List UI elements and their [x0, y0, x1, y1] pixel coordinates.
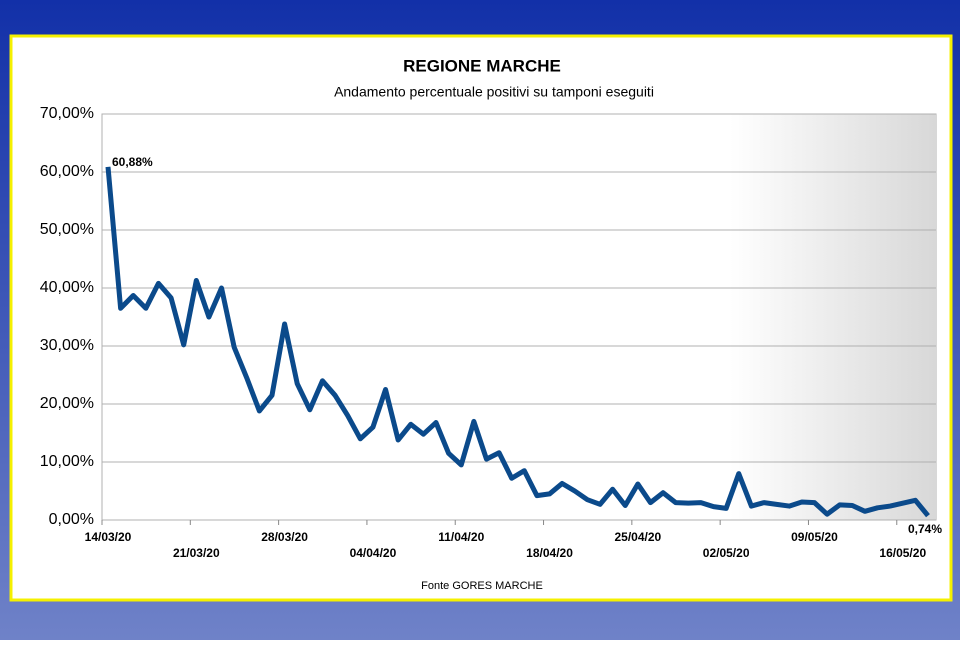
x-tick-label: 09/05/20: [791, 530, 838, 544]
x-tick-label: 28/03/20: [261, 530, 308, 544]
x-tick-label: 04/04/20: [350, 546, 397, 560]
y-tick-label: 70,00%: [40, 105, 94, 122]
y-tick-label: 10,00%: [40, 453, 94, 470]
footer: Fonte GORES MARCHE: [421, 580, 543, 592]
chart-subtitle: Andamento percentuale positivi su tampon…: [334, 84, 654, 100]
y-tick-label: 40,00%: [40, 279, 94, 296]
x-tick-label: 25/04/20: [614, 530, 661, 544]
plot-shade: [730, 114, 936, 520]
series-line: [105, 166, 930, 518]
y-tick-label: 20,00%: [40, 395, 94, 412]
x-tick-label: 11/04/20: [438, 530, 484, 544]
data-label: 60,88%: [112, 155, 153, 169]
x-tick-label: 21/03/20: [173, 546, 220, 560]
y-tick-label: 0,00%: [49, 511, 94, 528]
data-label: 0,74%: [908, 522, 942, 536]
chart-title: REGIONE MARCHE: [403, 56, 561, 75]
x-tick-label: 14/03/20: [85, 530, 132, 544]
y-tick-label: 30,00%: [40, 337, 94, 354]
y-tick-label: 50,00%: [40, 221, 94, 238]
x-tick-label: 18/04/20: [526, 546, 573, 560]
x-tick-label: 02/05/20: [703, 546, 750, 560]
y-tick-label: 60,00%: [40, 163, 94, 180]
x-tick-label: 16/05/20: [879, 546, 926, 560]
